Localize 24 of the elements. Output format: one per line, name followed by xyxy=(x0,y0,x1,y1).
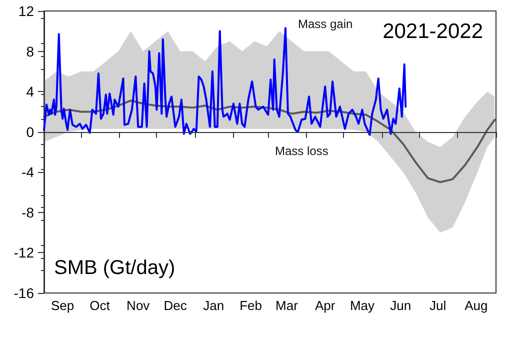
y-tick-label: -8 xyxy=(22,204,34,220)
annotation: Mass loss xyxy=(275,144,328,158)
x-tick-label: Sep xyxy=(51,298,74,313)
y-tick-label: 4 xyxy=(26,84,34,100)
x-tick-label: Feb xyxy=(240,298,262,313)
x-tick-label: May xyxy=(350,298,376,313)
x-tick-label: Mar xyxy=(276,298,299,313)
y-axis-title: SMB (Gt/day) xyxy=(54,257,176,279)
x-tick-label: Nov xyxy=(126,298,150,313)
y-tick-label: 0 xyxy=(26,124,34,140)
y-tick-label: -4 xyxy=(22,164,34,180)
chart-title: 2021-2022 xyxy=(382,20,484,43)
x-tick-label: Jun xyxy=(390,298,412,313)
x-tick-label: Oct xyxy=(90,298,110,313)
x-tick-label: Dec xyxy=(164,298,188,313)
y-tick-label: -16 xyxy=(14,285,34,301)
y-tick-label: 12 xyxy=(18,3,34,19)
x-tick-label: Aug xyxy=(464,298,488,313)
x-tick-label: Jul xyxy=(429,298,446,313)
y-tick-label: 8 xyxy=(26,43,34,60)
x-tick-label: Apr xyxy=(314,298,336,313)
x-tick-label: Jan xyxy=(203,298,224,313)
y-tick-label: -12 xyxy=(14,244,34,261)
annotation: Mass gain xyxy=(298,17,353,31)
